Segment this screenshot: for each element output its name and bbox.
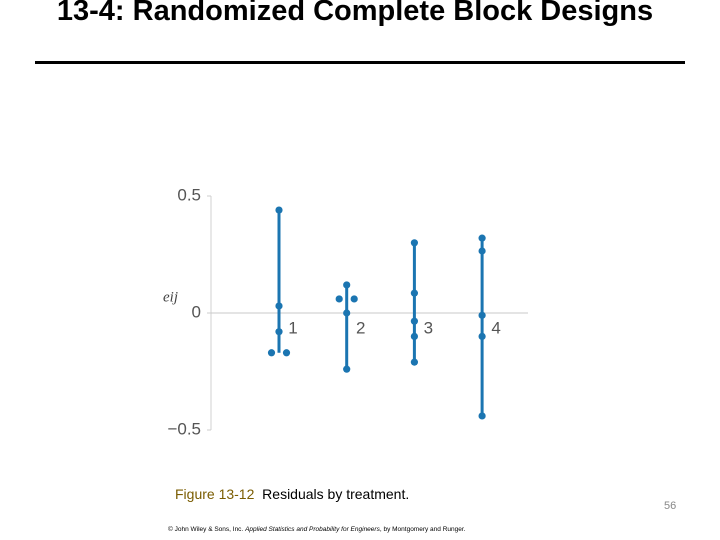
footer-suffix: , by Montgomery and Runger. [379,526,466,533]
y-axis-label: eij [163,289,178,305]
point [478,412,486,420]
caption-label: Figure 13-12 [175,486,255,502]
point [410,358,418,366]
point [410,239,418,247]
point [275,206,283,214]
caption-text: Residuals by treatment. [262,486,410,502]
point [343,309,351,317]
point [350,295,358,303]
footer: © John Wiley & Sons, Inc. Applied Statis… [168,526,465,533]
title-rule [35,61,685,64]
caption: Figure 13-12 Residuals by treatment. [175,486,409,502]
point [275,328,283,336]
category-label: 4 [491,318,500,337]
category-label: 1 [288,318,297,337]
point [410,332,418,340]
y-tick-label: 0 [192,302,201,321]
footer-prefix: © John Wiley & Sons, Inc. [168,526,244,533]
category-label: 2 [356,318,365,337]
slide-title: 13-4: Randomized Complete Block Designs [56,0,654,27]
y-tick-label: 0.5 [177,185,201,204]
point [335,295,343,303]
point [343,365,351,373]
point [282,349,291,357]
page-number: 56 [664,500,677,512]
point [275,302,283,310]
point [478,311,486,319]
point [410,317,418,325]
point [478,234,486,242]
category-label: 3 [424,318,433,337]
footer-book: Applied Statistics and Probability for E… [245,526,380,533]
point [478,332,486,340]
point [478,247,486,255]
y-tick-label: −0.5 [167,419,201,438]
point [343,281,351,289]
point [410,289,418,297]
point [267,349,276,357]
